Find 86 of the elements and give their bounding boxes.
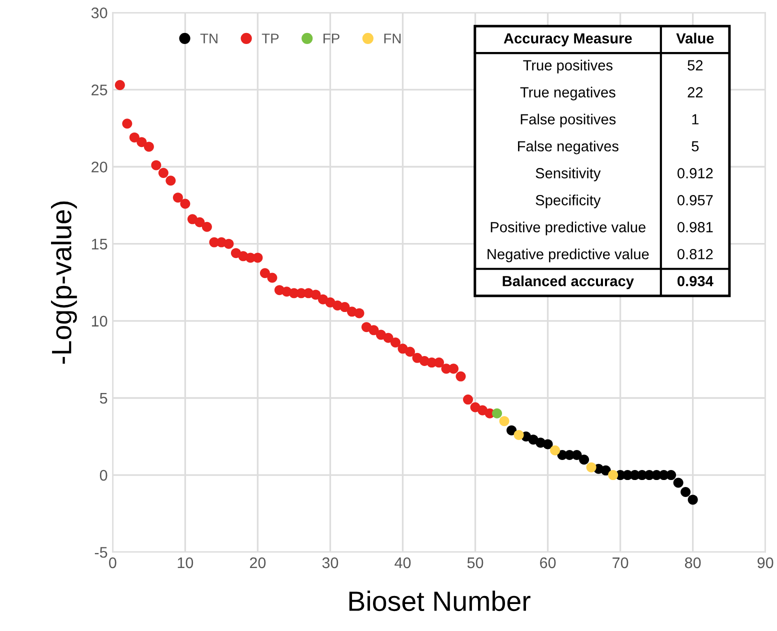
point [680,487,691,498]
point [260,268,270,278]
annotation: 22 [688,87,703,98]
annotation: 5 [692,141,699,152]
point [456,371,466,382]
annotation: True negatives [520,86,616,100]
point [129,132,140,142]
point [122,118,132,129]
point [166,176,176,186]
point [492,408,502,418]
y-tick-label: 20 [92,162,108,172]
y-tick-label: 30 [91,7,108,18]
x-tick-label: 40 [394,557,411,568]
point [136,137,147,148]
y-tick-label: 5 [100,393,108,404]
annotation: Balanced accuracy [502,276,634,290]
legend-label: FP [324,34,340,44]
point [194,217,205,228]
annotation: 1 [692,114,699,124]
x-tick-label: 60 [540,557,556,568]
point [180,198,190,209]
point [542,439,553,450]
point [404,346,416,357]
y-tick-label: 10 [92,316,108,327]
annotation: 52 [688,60,703,70]
point [151,160,162,170]
point [202,222,212,232]
point [673,478,684,488]
annotation: Accuracy Measure [504,33,632,46]
y-tick-label: 0 [100,470,108,481]
y-tick-label: 25 [92,84,108,96]
point [514,430,524,440]
annotation: 0.981 [678,222,713,232]
point [688,494,698,505]
legend-label: TN [200,34,218,44]
legend-label: TP [262,34,279,44]
point [390,337,400,348]
point [310,290,321,300]
annotation: False negatives [518,140,618,154]
point [434,358,444,368]
point [144,142,154,152]
point [579,454,590,465]
point [224,238,234,249]
annotation: True positives [523,60,612,74]
point [608,470,618,480]
x-tick-label: 30 [322,557,338,568]
y-axis-title: -Log(p-value) [51,201,77,364]
point [368,325,379,336]
x-axis-title: Bioset Number [349,590,530,612]
point [340,302,350,312]
annotation: Negative predictive value [488,248,649,262]
point [499,416,510,426]
x-tick-label: 50 [467,557,484,568]
x-tick-label: 80 [684,557,701,568]
x-tick-label: 90 [758,557,774,568]
x-tick-label: 70 [612,557,628,568]
annotation: 0.957 [678,195,713,206]
x-tick-label: 0 [109,557,116,568]
x-tick-label: 20 [250,557,266,568]
point [114,80,125,90]
point [666,470,676,480]
annotation: Sensitivity [536,168,601,182]
annotation: Value [676,32,714,44]
point [463,394,474,405]
point [158,168,168,178]
point [252,252,263,263]
annotation: 0.912 [678,168,713,178]
point [600,465,611,476]
point [506,425,517,436]
point [172,192,183,203]
point [383,332,394,343]
annotation: Specificity [536,194,601,208]
annotation: 0.812 [678,248,713,260]
y-tick-label: 15 [92,238,108,250]
point [267,272,278,283]
point [448,364,459,374]
annotation: Positive predictive value [490,222,646,236]
annotation: 0.934 [678,276,714,286]
point [586,462,596,472]
legend-label: FN [384,34,401,44]
point [550,445,560,456]
point [572,450,582,460]
point [354,308,364,318]
annotation: False positives [520,114,616,128]
y-tick-label: -5 [94,547,108,558]
x-tick-label: 10 [178,557,194,568]
